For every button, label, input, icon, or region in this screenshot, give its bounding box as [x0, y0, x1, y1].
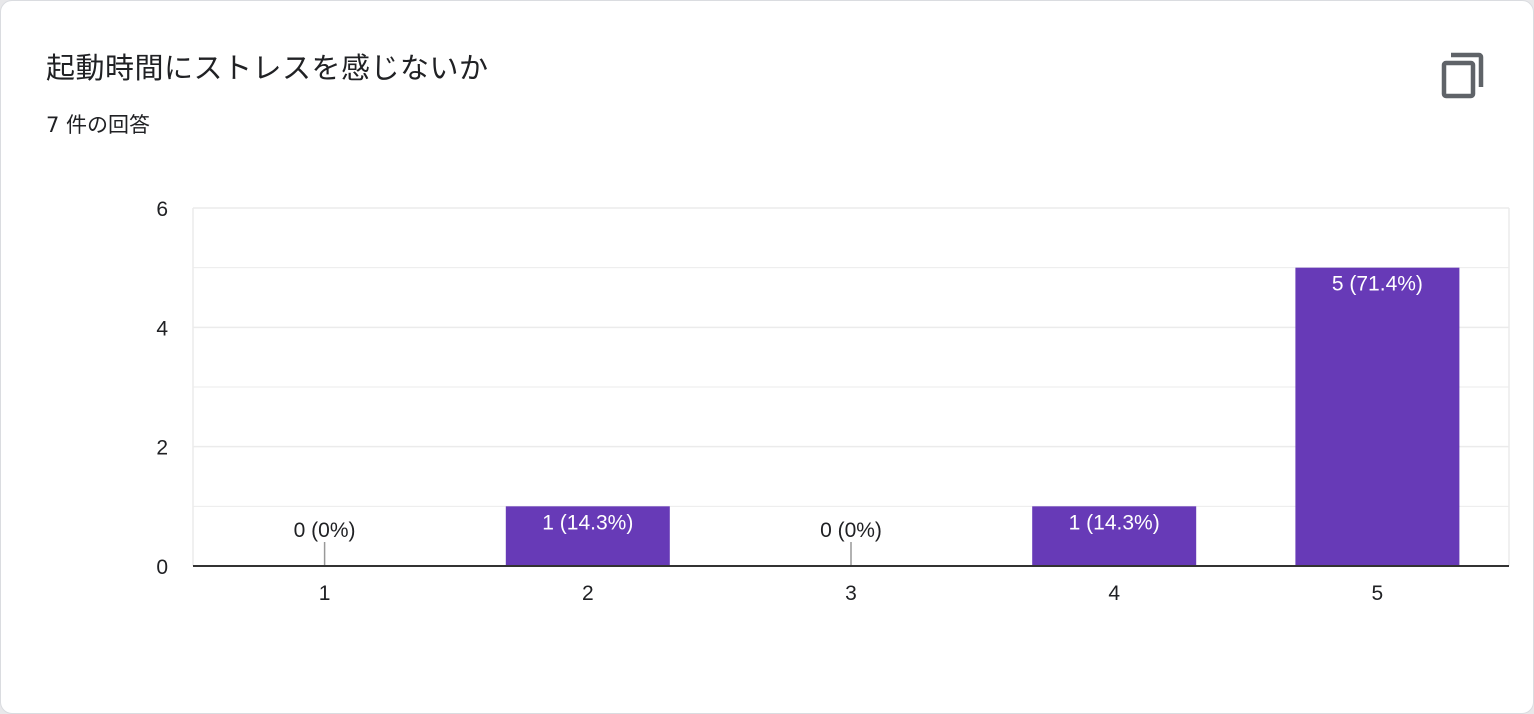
bar: [1032, 506, 1197, 566]
x-tick-label: 1: [319, 582, 331, 605]
y-tick-label: 6: [156, 198, 168, 221]
question-title: 起動時間にストレスを感じないか: [46, 51, 489, 85]
y-tick-label: 4: [156, 317, 168, 340]
data-label: 1 (14.3%): [542, 511, 633, 534]
x-tick-label: 5: [1372, 582, 1384, 605]
response-count: 7 件の回答: [46, 113, 151, 137]
bar: [1295, 267, 1460, 566]
y-tick-label: 0: [156, 556, 168, 579]
data-label: 5 (71.4%): [1332, 273, 1423, 296]
y-tick-label: 2: [156, 437, 168, 460]
x-tick-label: 3: [845, 582, 857, 605]
x-tick-label: 4: [1108, 582, 1120, 605]
copy-chart-button[interactable]: [1433, 45, 1493, 105]
data-label: 0 (0%): [820, 519, 882, 542]
bar: [505, 506, 670, 566]
copy-icon: [1441, 52, 1484, 99]
data-label: 0 (0%): [294, 519, 356, 542]
data-label: 1 (14.3%): [1069, 511, 1160, 534]
x-tick-label: 2: [582, 582, 594, 605]
